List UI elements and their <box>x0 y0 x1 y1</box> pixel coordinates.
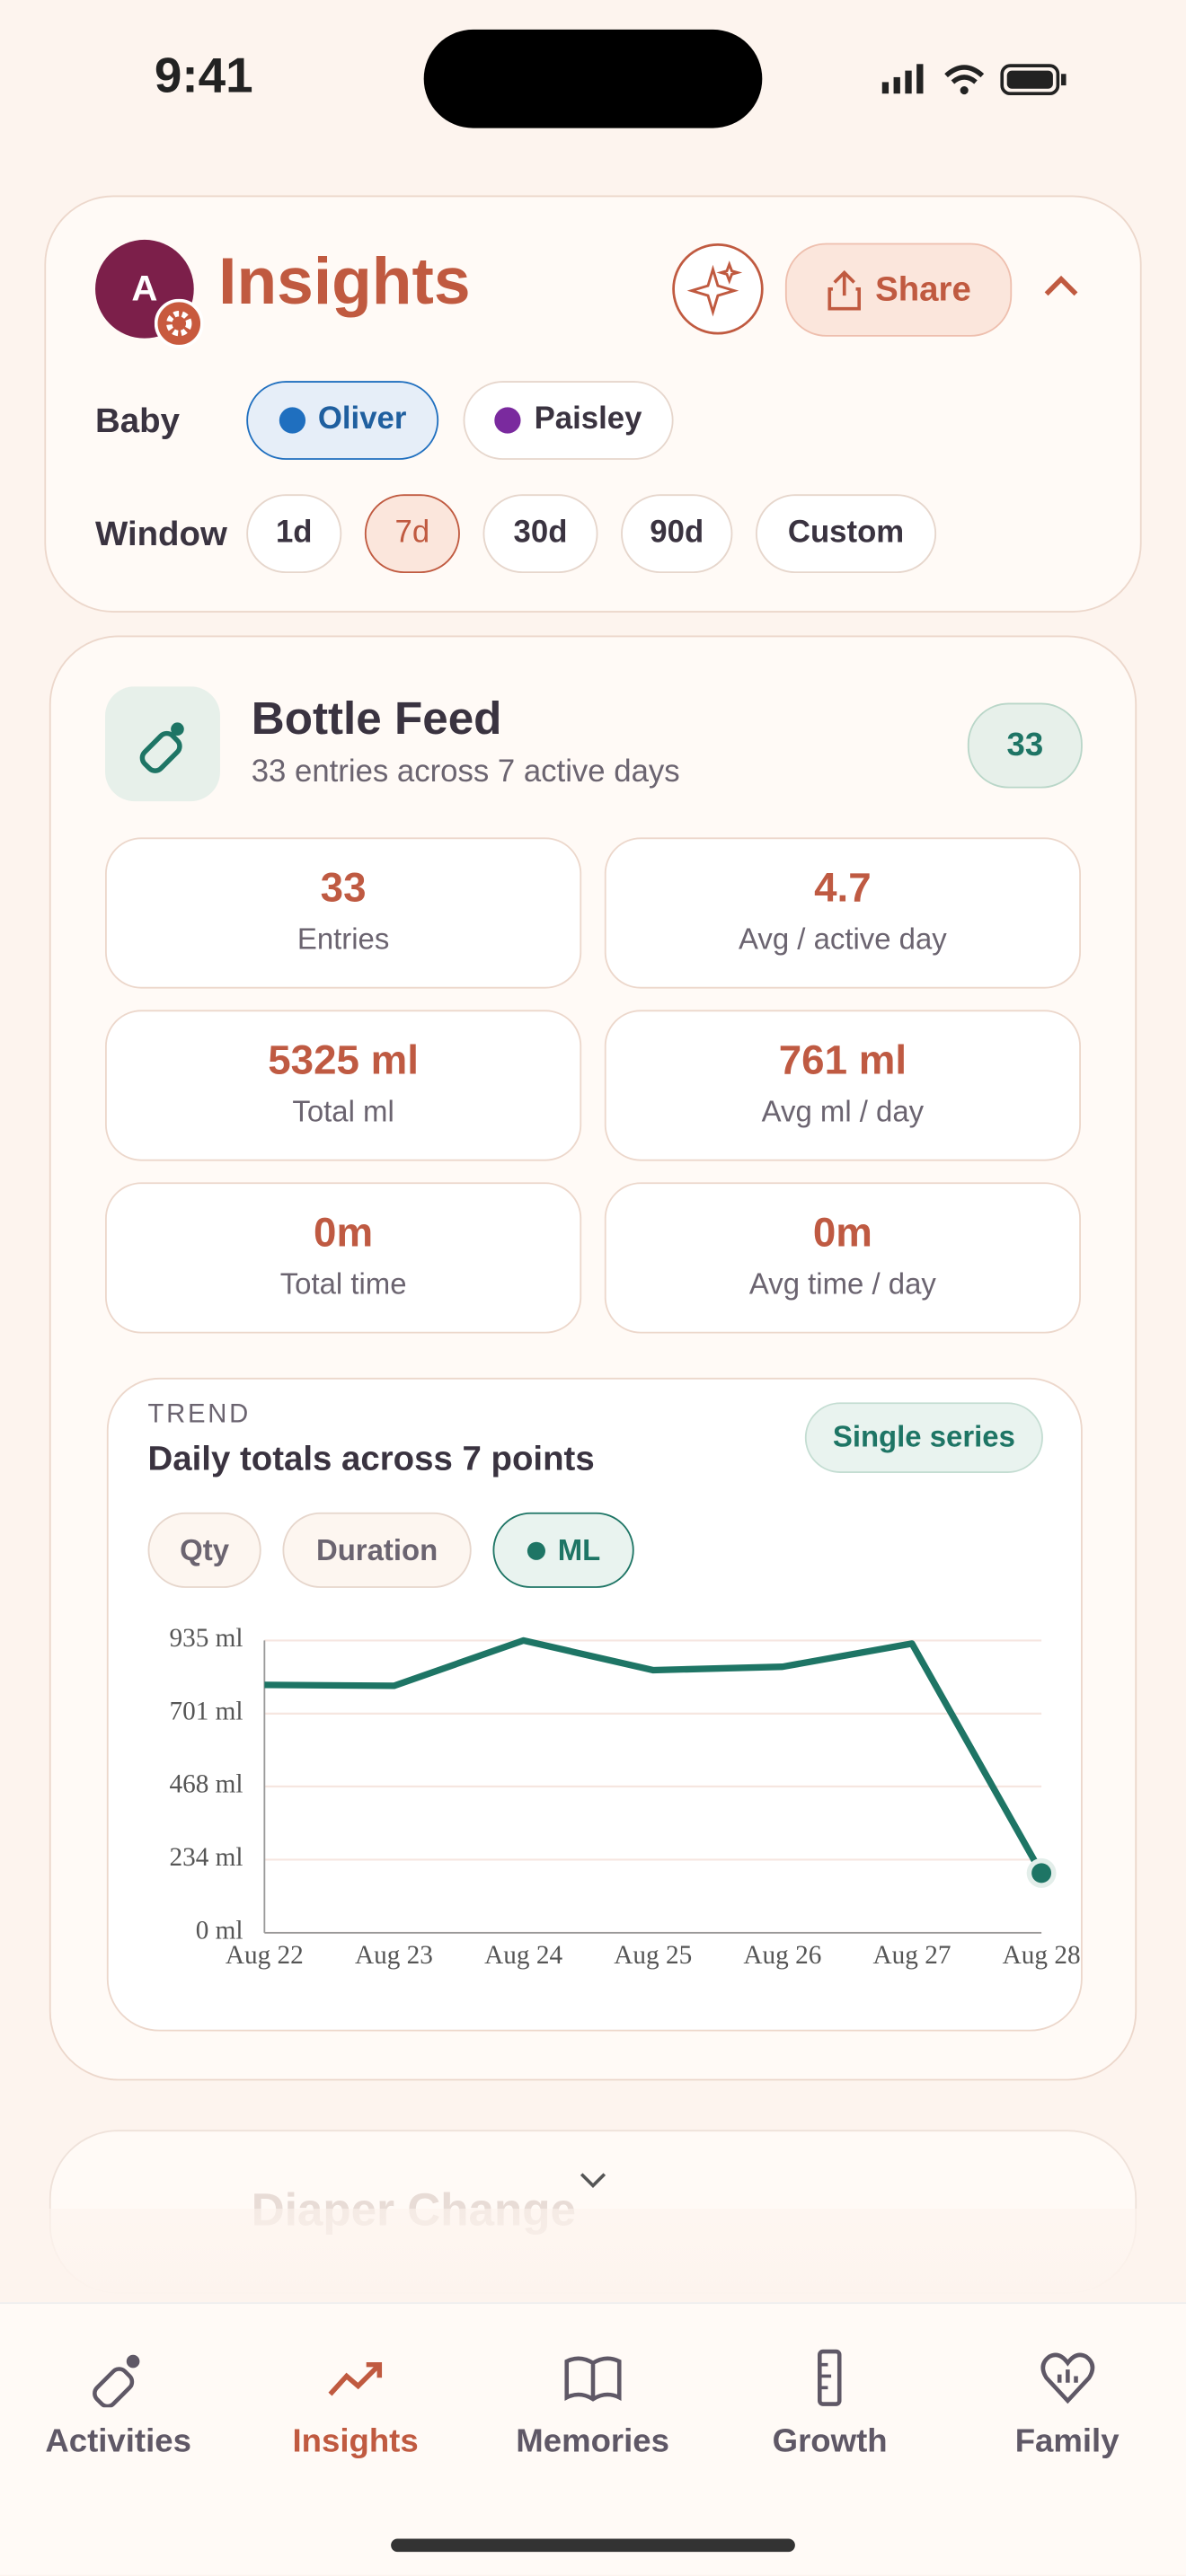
trend-card: TREND Daily totals across 7 points Singl… <box>106 1377 1083 2032</box>
baby-chip[interactable]: Oliver <box>246 381 439 460</box>
metric-toggle[interactable]: ML <box>492 1512 634 1588</box>
y-tick-label: 935 ml <box>170 1624 243 1653</box>
y-tick-label: 234 ml <box>170 1843 243 1872</box>
tab[interactable]: Activities <box>0 2348 236 2461</box>
tab-icon <box>818 2349 842 2406</box>
stat-tile: 5325 ml Total ml <box>105 1010 582 1161</box>
tab-icon <box>329 2361 383 2396</box>
settings-badge[interactable] <box>154 298 204 348</box>
trend-title: Daily totals across 7 points <box>147 1440 595 1478</box>
stat-label: Total ml <box>292 1095 394 1129</box>
fade <box>0 2209 1186 2303</box>
end-point <box>1031 1863 1052 1883</box>
tab[interactable]: Family <box>949 2348 1185 2461</box>
y-tick-label: 701 ml <box>170 1698 243 1726</box>
x-tick-label: Aug 23 <box>355 1941 433 1970</box>
stat-value: 0m <box>314 1210 374 1257</box>
tab[interactable]: Growth <box>712 2348 948 2461</box>
ai-button[interactable] <box>672 243 764 335</box>
clock: 9:41 <box>154 49 253 104</box>
stat-value: 5325 ml <box>268 1037 419 1084</box>
header-card: A Insights Share Baby Window Oliver Paisl… <box>44 195 1142 613</box>
stat-tile: 33 Entries <box>105 837 582 989</box>
page-title: Insights <box>218 246 471 319</box>
stat-value: 33 <box>320 865 367 912</box>
x-tick-label: Aug 24 <box>484 1941 562 1970</box>
tab[interactable]: Memories <box>474 2348 711 2461</box>
stat-value: 0m <box>812 1210 872 1257</box>
legend-label: ML <box>557 1532 601 1566</box>
series-badge: Single series <box>804 1402 1043 1473</box>
window-chip[interactable]: 7d <box>364 494 460 574</box>
stat-label: Avg ml / day <box>761 1095 925 1129</box>
window-chip[interactable]: Custom <box>755 494 937 574</box>
baby-name: Paisley <box>534 401 642 437</box>
baby-dot <box>494 407 522 434</box>
baby-chip[interactable]: Paisley <box>463 381 674 460</box>
stat-label: Avg / active day <box>739 922 947 957</box>
tab-label: Family <box>1014 2423 1120 2460</box>
line-series <box>264 1636 1045 1875</box>
window-chip[interactable]: 30d <box>482 494 598 574</box>
x-tick-label: Aug 22 <box>226 1941 304 1970</box>
x-tick-label: Aug 28 <box>1003 1941 1081 1970</box>
home-indicator <box>391 2538 795 2553</box>
count-badge: 33 <box>967 702 1083 789</box>
tab-label: Memories <box>516 2423 669 2460</box>
stat-label: Total time <box>279 1267 407 1301</box>
metric-toggle[interactable]: Duration <box>282 1512 472 1588</box>
window-chip[interactable]: 90d <box>621 494 733 574</box>
share-button[interactable]: Share <box>784 243 1013 337</box>
stat-label: Entries <box>296 922 390 957</box>
stat-tile: 4.7 Avg / active day <box>604 837 1081 989</box>
metric-toggle[interactable]: Qty <box>147 1512 261 1588</box>
card-title: Bottle Feed <box>251 693 502 745</box>
tab-label: Activities <box>45 2423 191 2460</box>
tab-bar <box>0 2302 1186 2575</box>
stat-tile: 761 ml Avg ml / day <box>604 1010 1081 1161</box>
collapse-button[interactable] <box>1041 272 1081 298</box>
card-subtitle: 33 entries across 7 active days <box>251 754 680 790</box>
legend-dot <box>526 1540 545 1559</box>
stat-tile: 0m Total time <box>105 1182 582 1334</box>
bottle-feed-card: Bottle Feed 33 entries across 7 active d… <box>49 635 1137 2081</box>
stat-value: 4.7 <box>814 865 872 912</box>
baby-label: Baby <box>95 401 180 440</box>
baby-name: Oliver <box>317 401 407 437</box>
trend-chart: 0 ml 234 ml 468 ml 701 ml 935 ml Aug 22 Aug 23… <box>170 1624 1081 1970</box>
y-tick-label: 468 ml <box>170 1770 243 1799</box>
window-chip[interactable]: 1d <box>246 494 342 574</box>
baby-dot <box>279 407 305 434</box>
bottle-icon <box>105 686 220 802</box>
x-tick-label: Aug 25 <box>614 1941 692 1970</box>
tab-label: Insights <box>292 2423 419 2460</box>
tab-icon <box>564 2356 622 2402</box>
status-icons <box>881 64 1067 96</box>
x-tick-label: Aug 26 <box>743 1941 821 1970</box>
dynamic-island <box>423 29 763 128</box>
tab[interactable]: Insights <box>237 2348 474 2461</box>
stat-tile: 0m Avg time / day <box>604 1182 1081 1334</box>
window-label: Window <box>95 516 227 554</box>
trend-eyebrow: TREND <box>147 1400 252 1429</box>
stat-label: Avg time / day <box>748 1267 936 1301</box>
scroll-hint[interactable] <box>579 2171 608 2191</box>
y-tick-label: 0 ml <box>196 1917 243 1945</box>
share-icon <box>828 269 861 310</box>
tab-label: Growth <box>772 2423 888 2460</box>
share-label: Share <box>875 269 971 308</box>
x-tick-label: Aug 27 <box>873 1941 951 1970</box>
stat-value: 761 ml <box>778 1037 907 1084</box>
tab-icon <box>93 2354 140 2408</box>
tab-icon <box>1040 2352 1094 2404</box>
